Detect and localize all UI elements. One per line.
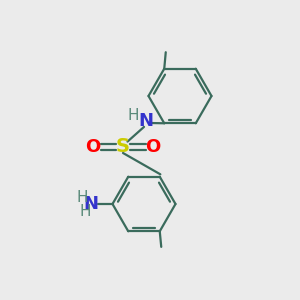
Text: S: S <box>116 137 130 157</box>
Text: H: H <box>80 204 91 219</box>
Text: N: N <box>138 112 153 130</box>
Text: O: O <box>85 138 100 156</box>
Text: O: O <box>146 138 160 156</box>
Text: H: H <box>77 190 88 205</box>
Text: N: N <box>83 195 98 213</box>
Text: H: H <box>128 108 139 123</box>
